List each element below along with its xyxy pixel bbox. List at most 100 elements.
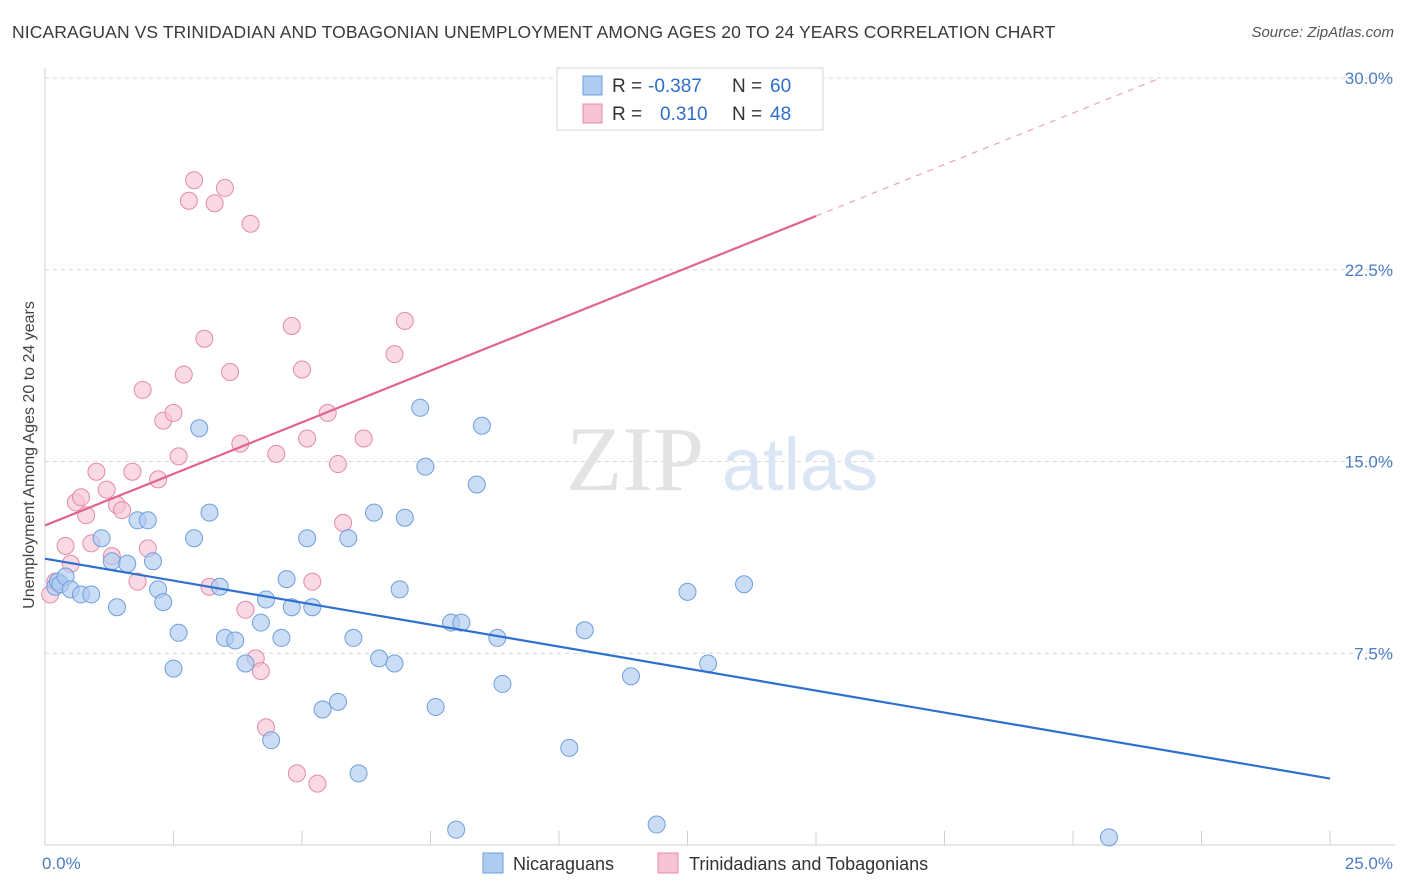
point-blue-25 xyxy=(251,613,270,632)
point-blue-41 xyxy=(390,580,409,599)
point-pink-44 xyxy=(334,513,353,532)
point-blue-47 xyxy=(447,820,466,839)
trend-line-pink xyxy=(44,215,817,527)
point-blue-27 xyxy=(262,731,281,750)
point-pink-31 xyxy=(241,214,260,233)
point-pink-45 xyxy=(354,429,373,448)
point-pink-8 xyxy=(87,462,106,481)
point-pink-5 xyxy=(71,488,90,507)
point-pink-2 xyxy=(56,536,75,555)
point-blue-50 xyxy=(472,416,491,435)
legend-r-label-0: R = xyxy=(612,76,642,97)
series-legend: Nicaraguans Trinidadians and Tobagonians xyxy=(482,852,928,874)
point-blue-60 xyxy=(1099,828,1118,847)
chart-title: NICARAGUAN VS TRINIDADIAN AND TOBAGONIAN… xyxy=(12,22,1056,42)
point-blue-30 xyxy=(282,598,301,617)
legend-n-label-1: N = xyxy=(732,104,762,125)
point-blue-36 xyxy=(344,628,363,647)
point-blue-44 xyxy=(416,457,435,476)
point-blue-6 xyxy=(82,585,101,604)
point-blue-45 xyxy=(426,697,445,716)
legend-swatch-trinidadians xyxy=(657,852,679,874)
legend-swatch-blue xyxy=(582,75,603,96)
axes xyxy=(44,68,1395,846)
point-blue-38 xyxy=(364,503,383,522)
point-pink-20 xyxy=(169,447,188,466)
legend-swatch-pink xyxy=(582,103,603,124)
y-tick-label-2: 22.5% xyxy=(1345,261,1393,280)
point-blue-54 xyxy=(575,621,594,640)
legend-swatch-nicaraguans xyxy=(482,852,504,874)
point-pink-39 xyxy=(298,429,317,448)
point-blue-31 xyxy=(298,529,317,548)
correlation-legend: R = -0.387 N = 60 R = 0.310 N = 48 xyxy=(556,67,824,131)
point-blue-43 xyxy=(411,398,430,417)
tick-labels: 7.5% 15.0% 22.5% 30.0% 0.0% 25.0% xyxy=(42,69,1393,873)
point-blue-40 xyxy=(385,654,404,673)
point-blue-52 xyxy=(493,674,512,693)
point-pink-15 xyxy=(133,380,152,399)
legend-n-value-0: 60 xyxy=(770,76,791,97)
point-blue-53 xyxy=(560,738,579,757)
point-pink-36 xyxy=(282,316,301,335)
legend-r-value-0: -0.387 xyxy=(648,76,702,97)
point-blue-35 xyxy=(339,529,358,548)
point-pink-22 xyxy=(179,191,198,210)
point-pink-33 xyxy=(251,662,270,681)
y-tick-label-3: 30.0% xyxy=(1345,69,1393,88)
point-pink-41 xyxy=(308,774,327,793)
legend-n-label-0: N = xyxy=(732,76,762,97)
trend-line-blue xyxy=(44,557,1331,780)
point-pink-19 xyxy=(164,403,183,422)
point-blue-13 xyxy=(143,552,162,571)
point-pink-47 xyxy=(395,311,414,330)
point-blue-20 xyxy=(200,503,219,522)
x-tick-label-0: 0.0% xyxy=(42,854,81,873)
point-pink-43 xyxy=(328,455,347,474)
point-pink-40 xyxy=(303,572,322,591)
point-blue-39 xyxy=(370,649,389,668)
legend-r-label-1: R = xyxy=(612,104,642,125)
point-blue-57 xyxy=(678,582,697,601)
point-pink-23 xyxy=(185,171,204,190)
series-trinidadian-points xyxy=(41,171,414,793)
point-pink-21 xyxy=(174,365,193,384)
point-blue-18 xyxy=(185,529,204,548)
point-blue-34 xyxy=(328,692,347,711)
point-blue-48 xyxy=(452,613,471,632)
point-blue-8 xyxy=(102,552,121,571)
point-blue-16 xyxy=(164,659,183,678)
point-blue-32 xyxy=(303,598,322,617)
point-blue-33 xyxy=(313,700,332,719)
point-blue-7 xyxy=(92,529,111,548)
source-label: Source: ZipAtlas.com xyxy=(1251,24,1394,41)
point-blue-37 xyxy=(349,764,368,783)
point-blue-19 xyxy=(190,419,209,438)
x-tick-label-1: 25.0% xyxy=(1345,854,1393,873)
point-blue-12 xyxy=(138,511,157,530)
point-pink-35 xyxy=(267,444,286,463)
point-blue-55 xyxy=(621,667,640,686)
point-blue-17 xyxy=(169,623,188,642)
legend-n-value-1: 48 xyxy=(770,104,791,125)
trend-lines xyxy=(44,77,1331,780)
watermark-atlas: atlas xyxy=(722,423,878,506)
point-blue-58 xyxy=(699,654,718,673)
legend-label-nicaraguans: Nicaraguans xyxy=(513,854,614,874)
point-pink-28 xyxy=(221,363,240,382)
point-pink-14 xyxy=(128,572,147,591)
watermark-zip: ZIP xyxy=(566,408,704,510)
legend-r-value-1: 0.310 xyxy=(660,104,708,125)
point-pink-30 xyxy=(236,600,255,619)
point-blue-29 xyxy=(277,570,296,589)
point-blue-28 xyxy=(272,628,291,647)
watermark: ZIP atlas xyxy=(566,408,878,510)
point-blue-15 xyxy=(154,593,173,612)
point-pink-9 xyxy=(97,480,116,499)
point-blue-42 xyxy=(395,508,414,527)
point-blue-24 xyxy=(236,654,255,673)
point-blue-26 xyxy=(257,590,276,609)
point-pink-12 xyxy=(113,501,132,520)
point-pink-46 xyxy=(385,345,404,364)
